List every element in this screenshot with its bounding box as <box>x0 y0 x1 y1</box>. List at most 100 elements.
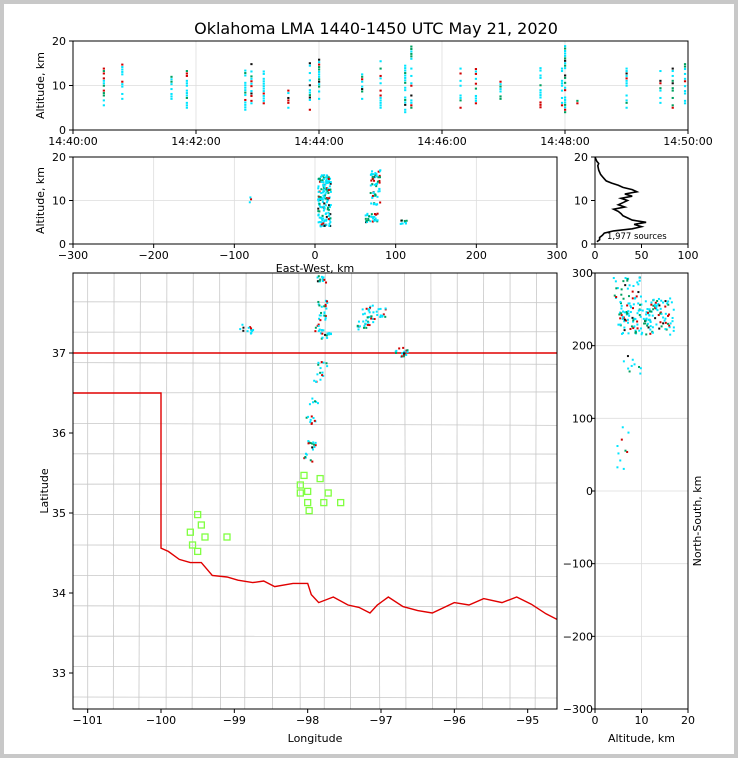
ew-source <box>320 221 323 224</box>
ew-source <box>320 223 323 226</box>
x-tick-label: 0 <box>592 249 599 262</box>
time-height-source <box>262 90 265 93</box>
ns-source <box>634 318 637 321</box>
ns-source <box>636 281 639 284</box>
time-height-source <box>244 103 247 106</box>
ew-source <box>318 202 321 205</box>
ew-source <box>376 212 379 215</box>
ns-source <box>620 314 623 317</box>
ew-source <box>325 188 328 191</box>
histogram-frame <box>594 156 689 245</box>
ew-source <box>318 196 321 199</box>
ns-source <box>630 364 633 367</box>
time-height-source <box>560 89 564 92</box>
county-line <box>73 301 557 304</box>
ns-source <box>627 321 630 324</box>
time-height-source <box>308 89 311 92</box>
map-source <box>313 443 316 446</box>
ns-source <box>664 317 667 320</box>
time-height-source <box>379 77 382 80</box>
ew-source <box>324 193 327 196</box>
time-height-source <box>659 87 662 90</box>
ns-source <box>633 363 636 366</box>
time-height-source <box>499 83 502 86</box>
time-height-source <box>318 58 321 61</box>
time-height-source <box>318 85 321 88</box>
time-height-source <box>250 85 253 88</box>
county-line <box>244 273 247 709</box>
ns-source <box>639 295 642 298</box>
ns-source <box>629 311 632 314</box>
ew-source <box>317 190 320 193</box>
time-height-source <box>361 75 364 78</box>
time-height-source <box>262 97 265 100</box>
time-height-source <box>539 106 542 109</box>
ns-source <box>648 314 651 317</box>
ew-source <box>377 176 380 179</box>
time-height-source <box>262 85 265 88</box>
map-source <box>318 279 321 282</box>
map-source <box>318 304 321 307</box>
time-height-source <box>404 76 407 79</box>
time-height-source <box>244 101 247 104</box>
ns-source <box>655 323 658 326</box>
ns-source <box>639 303 642 306</box>
ew-source <box>370 172 373 175</box>
map-source <box>247 326 250 329</box>
county-line <box>73 482 557 485</box>
x-tick-label: 50 <box>635 249 649 262</box>
map-source <box>382 313 385 316</box>
map-source <box>365 326 368 329</box>
time-height-source <box>474 82 478 85</box>
county-line <box>430 273 434 709</box>
ns-source <box>662 322 665 325</box>
map-source <box>319 319 322 322</box>
station-marker <box>296 481 304 489</box>
time-height-source <box>564 111 567 114</box>
time-height-source <box>539 101 542 104</box>
time-height-source <box>379 94 382 97</box>
map-source <box>366 323 369 326</box>
county-line <box>73 575 557 577</box>
ew-source <box>366 212 369 215</box>
time-height-source <box>102 77 105 80</box>
ew-source <box>376 220 379 223</box>
ew-source <box>321 219 324 222</box>
time-height-source <box>318 66 321 69</box>
ns-source <box>660 312 663 315</box>
station-marker <box>194 510 202 519</box>
ns-source <box>630 306 633 309</box>
ns-source <box>657 314 660 317</box>
y-tick-label: 37 <box>52 347 66 360</box>
map-source <box>368 316 371 319</box>
map-ylabel: Latitude <box>38 468 51 514</box>
time-height-source <box>539 94 542 97</box>
map-source <box>365 319 368 322</box>
map-source <box>321 336 324 339</box>
ew-source <box>322 205 325 208</box>
time-height-source <box>499 88 502 91</box>
ns-source <box>630 325 633 328</box>
y-tick-label: 0 <box>586 485 593 498</box>
y-tick-label: −300 <box>563 703 593 716</box>
time-height-source <box>287 89 290 92</box>
ew-source <box>320 192 323 195</box>
figure-title: Oklahoma LMA 1440-1450 UTC May 21, 2020 <box>194 19 558 38</box>
time-height-source <box>539 74 542 77</box>
ew-source <box>329 204 332 207</box>
map-source <box>320 311 323 314</box>
ew-source <box>322 217 325 220</box>
ew-source <box>319 197 322 200</box>
ew-source <box>371 196 374 199</box>
ns-source <box>655 306 658 309</box>
ew-source <box>323 224 326 227</box>
ns-source <box>618 313 621 316</box>
time-height-source <box>244 94 247 97</box>
ns-source <box>632 327 635 330</box>
ew-source <box>317 185 320 188</box>
time-height-source <box>102 84 105 87</box>
ew-source <box>317 177 320 180</box>
time-height-source <box>459 96 462 99</box>
ns-source <box>672 329 675 332</box>
station-marker <box>337 498 345 507</box>
